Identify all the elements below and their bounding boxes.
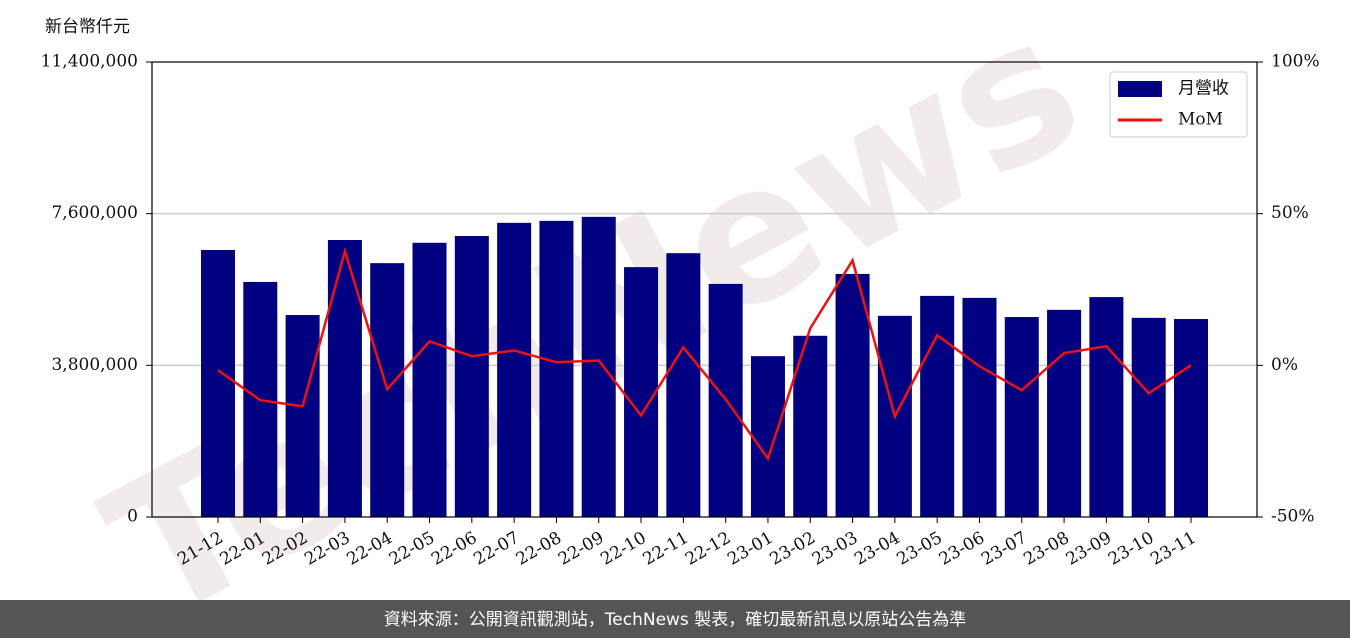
bar xyxy=(454,236,489,517)
footer: 資料來源：公開資訊觀測站，TechNews 製表，確切最新訊息以原站公告為準 xyxy=(384,610,966,630)
bar xyxy=(497,222,532,517)
line xyxy=(217,246,1192,462)
y-axis-label: 新台幣仟元 xyxy=(45,17,130,37)
bar xyxy=(412,242,447,518)
x-tick-label: 23-05 xyxy=(893,528,945,570)
legend-label: MoM xyxy=(1178,110,1223,130)
bar xyxy=(1089,297,1124,517)
bar xyxy=(539,220,574,517)
x-tick-label: 23-04 xyxy=(851,528,903,570)
x-tick-label: 22-12 xyxy=(682,528,734,570)
legend-swatch xyxy=(1118,81,1162,97)
x-tick-label: 23-07 xyxy=(978,528,1030,570)
y-tick-label: 11,400,000 xyxy=(41,52,138,72)
plot-frame xyxy=(151,61,1258,518)
x-tick-label: 23-11 xyxy=(1147,528,1199,570)
y-tick-label: 0 xyxy=(127,507,138,527)
x-tick-label: 22-11 xyxy=(640,528,692,570)
bar xyxy=(750,356,785,517)
x-tick-label: 23-09 xyxy=(1063,528,1115,570)
x-tick-label: 23-02 xyxy=(767,528,819,570)
bar xyxy=(624,267,659,517)
x-tick-label: 22-10 xyxy=(597,528,649,570)
x-tick-label: 22-07 xyxy=(470,528,522,570)
bar xyxy=(1174,319,1208,517)
bar xyxy=(962,297,997,517)
y2-tick-label: -50% xyxy=(1271,507,1315,527)
x-tick-label: 22-06 xyxy=(428,528,480,570)
bar xyxy=(201,249,235,517)
bar xyxy=(1131,317,1166,517)
x-tick-label: 23-06 xyxy=(936,528,988,570)
x-tick-label: 22-09 xyxy=(555,528,607,570)
y-tick-label: 3,800,000 xyxy=(51,355,138,375)
x-tick-label: 23-03 xyxy=(809,528,861,570)
bar xyxy=(835,273,870,517)
y2-tick-label: 100% xyxy=(1271,52,1320,72)
footer-bar xyxy=(0,600,1350,638)
bar xyxy=(1004,317,1039,517)
bar xyxy=(285,315,320,517)
y2-tick-label: 0% xyxy=(1271,355,1298,375)
bar xyxy=(1047,309,1082,517)
y2-tick-label: 50% xyxy=(1271,203,1309,223)
bar xyxy=(666,253,701,518)
x-tick-label: 23-10 xyxy=(1105,528,1157,570)
bar xyxy=(327,240,362,517)
x-tick-label: 22-08 xyxy=(513,528,565,570)
x-tick-label: 23-01 xyxy=(724,528,776,570)
x-tick-label: 23-08 xyxy=(1020,528,1072,570)
bar xyxy=(581,216,616,517)
y-tick-label: 7,600,000 xyxy=(51,203,138,223)
bar xyxy=(920,295,955,517)
legend-label: 月營收 xyxy=(1178,79,1229,99)
